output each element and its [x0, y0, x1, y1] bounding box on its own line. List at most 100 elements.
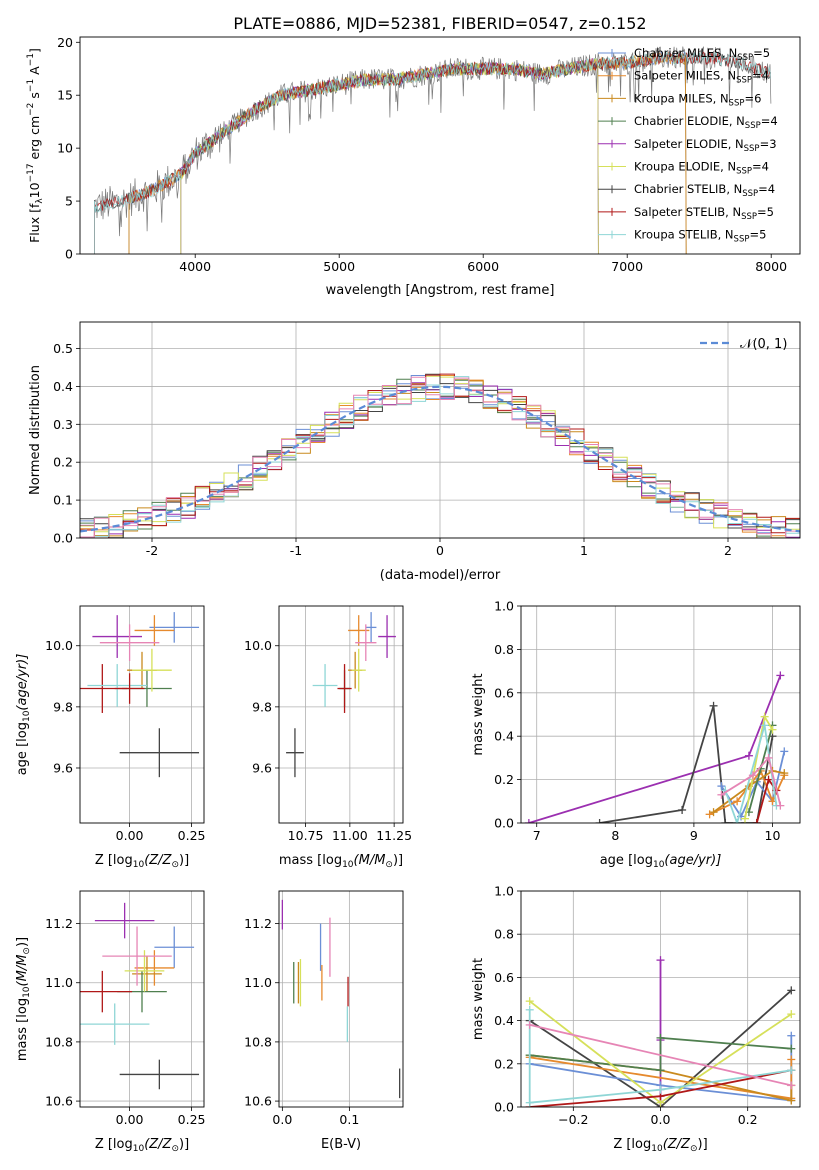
x-tick-label: 8000: [755, 259, 787, 274]
panel-age-weight: 7 8 9 10 0.0 0.2 0.4 0.6 0.8 1.0 age [log10(age/yr…: [471, 599, 801, 870]
legend: 𝒩(0, 1): [700, 337, 787, 352]
errorbar-point: [286, 728, 304, 778]
y-tick-label: 1.0: [494, 884, 514, 899]
weight-marker: [656, 1033, 665, 1042]
axes-frame: [278, 890, 404, 1108]
y-tick-label: 0.4: [494, 729, 514, 744]
weight-marker: [595, 819, 604, 823]
errorbar-point: [114, 673, 145, 704]
panel-residuals: -2 -1 0 1 2 0.0 0.1 0.2 0.3 0.4 0.5 (data-model)/er…: [28, 321, 801, 583]
x-tick-label: 0.00: [116, 1112, 144, 1127]
plot-area: [94, 46, 772, 254]
x-tick-label: 1: [580, 543, 588, 558]
weight-marker: [656, 1085, 665, 1094]
legend-label: 𝒩(0, 1): [740, 337, 787, 352]
y-tick-label: 9.6: [252, 760, 272, 775]
y-tick-label: 10.0: [244, 638, 272, 653]
y-tick-label: 5: [65, 194, 73, 209]
panel-mass-age: 10.75 11.00 11.25 9.6 9.8 10.0 mass [log10(M/M…: [244, 605, 412, 870]
panel-spectrum: 4000 5000 6000 7000 8000 0 5 10 15 20 wavelength […: [26, 35, 801, 298]
axes-frame: [278, 605, 404, 824]
y-tick-label: 9.8: [53, 699, 73, 714]
y-tick-label: 0.4: [53, 379, 73, 394]
axes-frame: [79, 605, 205, 824]
axes-frame: [520, 605, 801, 824]
errorbar-point: [87, 664, 147, 707]
x-axis-label: age [log10(age/yr)]: [600, 853, 722, 870]
y-axis-label: Flux [fλ10−17 erg cm−2 s−1 A−1]: [26, 48, 45, 243]
x-tick-label: 0.25: [178, 1112, 206, 1127]
y-tick-label: 0.2: [53, 455, 73, 470]
y-tick-label: 11.0: [244, 975, 272, 990]
model-spectrum-kroupa-elodie: [180, 58, 599, 254]
model-spectrum-kroupa-stelib: [94, 50, 771, 254]
plot-area: [279, 891, 403, 1107]
axes-frame: [79, 890, 205, 1108]
y-tick-label: 0.5: [53, 341, 73, 356]
errorbar-point: [378, 615, 396, 658]
y-tick-label: 0.0: [494, 1100, 514, 1115]
weight-marker: [776, 801, 785, 810]
weight-marker: [717, 790, 726, 799]
weight-marker: [787, 1044, 796, 1053]
x-axis-label: Z [log10(Z/Z⊙)]: [95, 853, 189, 870]
x-tick-label: 7: [533, 828, 541, 843]
weight-marker: [780, 769, 789, 778]
y-tick-label: 9.6: [53, 760, 73, 775]
y-tick-label: 10.8: [45, 1034, 73, 1049]
gaussian-curve: [80, 385, 800, 533]
weight-marker: [525, 1020, 534, 1029]
y-tick-label: 0.6: [494, 685, 514, 700]
weight-marker: [733, 797, 742, 806]
weight-marker: [787, 1031, 796, 1040]
errorbar-point: [124, 950, 165, 992]
weight-marker: [709, 808, 718, 817]
errorbar-point: [80, 1003, 150, 1045]
y-tick-label: 0.8: [494, 642, 514, 657]
weight-marker: [744, 751, 753, 760]
legend-label: Chabrier ELODIE, NSSP=4: [634, 114, 778, 131]
weight-marker: [717, 782, 726, 791]
x-tick-label: -2: [146, 543, 158, 558]
weight-series-line: [712, 769, 785, 813]
weight-marker: [525, 1005, 534, 1014]
plot-area: [80, 606, 204, 823]
y-tick-label: 0.8: [494, 927, 514, 942]
errorbar-point: [312, 664, 338, 707]
weight-marker: [787, 1081, 796, 1090]
x-tick-label: 0.00: [116, 828, 144, 843]
legend-label: Salpeter STELIB, NSSP=5: [634, 205, 774, 222]
legend-label: Salpeter ELODIE, NSSP=3: [634, 137, 777, 154]
x-tick-label: 0.0: [651, 1112, 671, 1127]
weight-series-line: [529, 1036, 792, 1072]
x-tick-label: 0.0: [272, 1112, 292, 1127]
errorbar-point: [99, 624, 160, 662]
plot-area: [80, 891, 204, 1107]
errorbar-point: [80, 970, 133, 1013]
errorbar-point: [134, 615, 175, 646]
histogram-pink: [80, 376, 800, 538]
errorbar-point: [92, 615, 142, 658]
weight-marker: [656, 1066, 665, 1075]
y-tick-label: 0.0: [53, 531, 73, 546]
y-tick-label: 15: [57, 88, 73, 103]
weight-marker: [721, 819, 730, 823]
x-axis-label: Z [log10(Z/Z⊙)]: [613, 1137, 707, 1154]
plot-area: [279, 606, 403, 823]
x-tick-label: 4000: [179, 259, 211, 274]
weight-marker: [733, 819, 742, 823]
x-tick-label: 0.25: [178, 828, 206, 843]
x-axis-label: E(B-V): [321, 1137, 361, 1152]
y-tick-label: 9.8: [252, 699, 272, 714]
errorbar-point: [132, 648, 172, 692]
x-tick-label: 8: [611, 828, 619, 843]
weight-marker: [525, 997, 534, 1006]
errorbar-point: [365, 612, 377, 643]
weight-marker: [740, 814, 749, 823]
panel-z-weight: −0.2 0.0 0.2 0.0 0.2 0.4 0.6 0.8 1.0 Z [log10(Z/Z…: [471, 884, 801, 1154]
plot-area: [521, 891, 800, 1107]
y-axis-label: age [log10(age/yr)]: [15, 654, 32, 776]
y-tick-label: 0: [65, 247, 73, 262]
x-tick-label: 0.2: [738, 1112, 758, 1127]
